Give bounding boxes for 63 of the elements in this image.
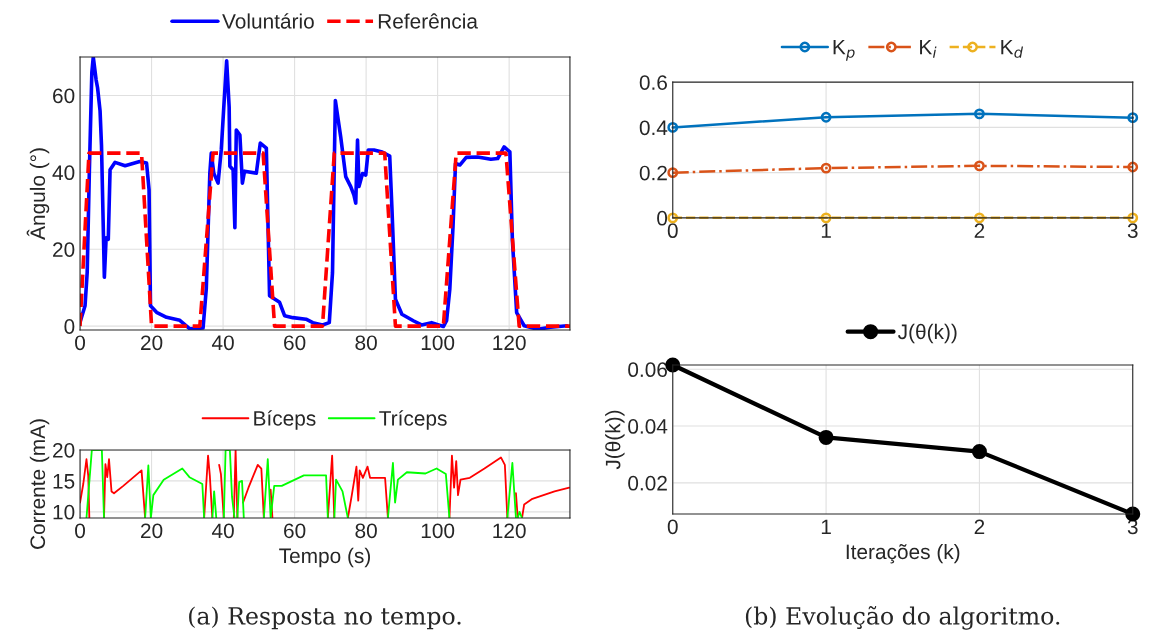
y-tick-label: 0.02 [628,475,667,491]
x-tick-label: 0 [667,223,678,239]
legend-label: J(θ(k)) [897,323,957,344]
x-tick-label: 1 [821,223,831,238]
x-tick-label: 80 [355,335,377,351]
x-tick-label: 40 [211,335,234,351]
x-tick-label: 80 [355,523,377,539]
y-tick-label: 15 [53,474,75,489]
y-axis-title: J(θ(k)) [605,410,625,470]
x-axis-title: Tempo (s) [279,547,370,568]
point [820,111,832,123]
legend-label: Referência [378,13,478,29]
y-tick-label: 60 [53,88,75,104]
point [1127,112,1139,124]
x-tick-label: 0 [75,335,86,351]
x-tick-label: 100 [421,523,455,539]
point [818,429,834,445]
x-tick-label: 40 [211,523,234,539]
y-tick-label: 20 [53,242,75,257]
legend-label: Bíceps [254,410,316,430]
x-axis-title: Iterações (k) [846,543,960,564]
y-tick-label: 0.2 [639,165,667,181]
text: (a) Resposta no tempo. [189,606,461,630]
point [971,444,987,460]
point [974,108,985,120]
y-tick-label: 0.04 [628,419,668,434]
y-tick-label: 10 [53,504,75,520]
legend-label: K$_{d}$ [1001,39,1024,58]
x-tick-label: 20 [141,335,163,351]
y-tick-label: 0.4 [639,120,668,136]
y-tick-label: 0 [64,319,75,334]
text: (b) Evolução do algoritmo. [745,606,1060,630]
point [820,162,832,174]
y-tick-label: 0 [657,210,668,226]
x-tick-label: 0 [667,519,678,535]
x-tick-label: 60 [284,523,306,539]
x-tick-label: 20 [141,523,163,539]
legend-label: Tríceps [379,410,447,430]
y-tick-label: 40 [52,165,75,181]
x-tick-label: 3 [1127,223,1138,239]
x-tick-label: 120 [493,335,526,351]
point [1127,161,1139,173]
point [667,121,679,133]
point [820,212,832,224]
x-tick-label: 60 [284,335,306,351]
legend-label: K$_{i}$ [920,39,937,58]
y-tick-label: 0.06 [628,362,667,378]
point [974,212,985,224]
x-tick-label: 120 [493,523,526,539]
y-tick-label: 20 [53,442,75,458]
y-tick-label: 0.6 [639,75,667,90]
point [1127,212,1139,224]
x-tick-label: 2 [974,223,985,238]
x-tick-label: 100 [421,335,455,351]
x-tick-label: 2 [974,519,985,535]
x-tick-label: 1 [821,519,831,535]
legend-label: K$_{p}$ [833,39,855,61]
legend-label: Voluntário [222,13,314,29]
point [667,167,679,179]
y-axis-title: Ângulo (°) [26,148,50,240]
point [974,160,985,172]
x-tick-label: 0 [75,523,86,539]
y-axis-title: Corrente (mA) [29,419,50,549]
